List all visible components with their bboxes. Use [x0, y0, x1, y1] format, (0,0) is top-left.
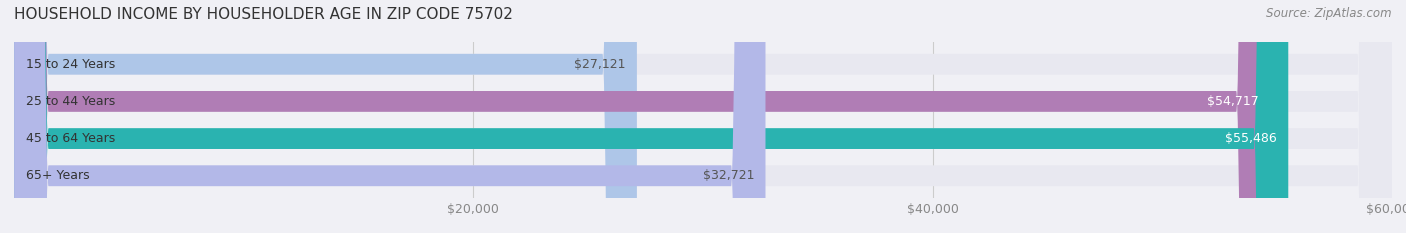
FancyBboxPatch shape — [14, 0, 1288, 233]
Text: $55,486: $55,486 — [1225, 132, 1277, 145]
Text: 45 to 64 Years: 45 to 64 Years — [25, 132, 115, 145]
FancyBboxPatch shape — [14, 0, 765, 233]
Text: $27,121: $27,121 — [574, 58, 626, 71]
Text: Source: ZipAtlas.com: Source: ZipAtlas.com — [1267, 7, 1392, 20]
Text: 65+ Years: 65+ Years — [25, 169, 89, 182]
FancyBboxPatch shape — [14, 0, 1392, 233]
FancyBboxPatch shape — [14, 0, 1271, 233]
Text: $32,721: $32,721 — [703, 169, 754, 182]
FancyBboxPatch shape — [14, 0, 1392, 233]
FancyBboxPatch shape — [14, 0, 1392, 233]
Text: $54,717: $54,717 — [1208, 95, 1260, 108]
Text: HOUSEHOLD INCOME BY HOUSEHOLDER AGE IN ZIP CODE 75702: HOUSEHOLD INCOME BY HOUSEHOLDER AGE IN Z… — [14, 7, 513, 22]
Text: 25 to 44 Years: 25 to 44 Years — [25, 95, 115, 108]
FancyBboxPatch shape — [14, 0, 637, 233]
FancyBboxPatch shape — [14, 0, 1392, 233]
Text: 15 to 24 Years: 15 to 24 Years — [25, 58, 115, 71]
